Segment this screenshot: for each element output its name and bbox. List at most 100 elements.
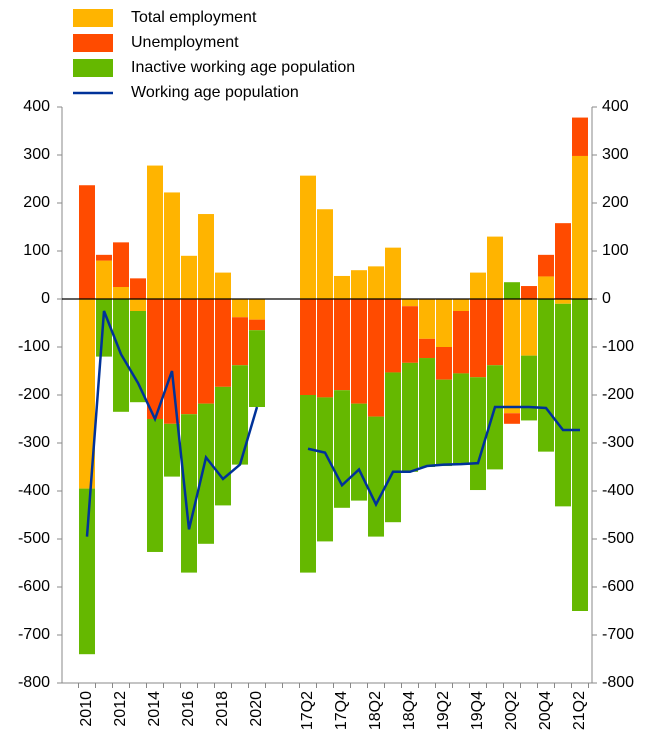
x-tick-label: 18Q2 [367, 691, 384, 730]
bar [555, 299, 571, 304]
bar [572, 155, 588, 299]
bar [130, 311, 146, 403]
x-tick-label: 2012 [112, 691, 129, 727]
y2-tick-label: -300 [602, 434, 634, 451]
y2-tick-label: -200 [602, 386, 634, 403]
bar [453, 373, 469, 465]
y2-tick-label: -800 [602, 674, 634, 691]
x-tick-label: 20Q4 [537, 691, 554, 730]
bar [130, 278, 146, 299]
y-tick-label: 300 [23, 146, 50, 163]
y-tick-label: 100 [23, 242, 50, 259]
bar [249, 299, 265, 320]
bar [300, 299, 316, 395]
x-tick-label: 18Q4 [401, 691, 418, 730]
legend-swatch [73, 9, 113, 27]
legend-label: Total employment [131, 9, 257, 26]
y-tick-label: -400 [18, 482, 50, 499]
bar [215, 299, 231, 387]
bar [402, 362, 418, 472]
y-tick-label: -700 [18, 626, 50, 643]
y-tick-label: -300 [18, 434, 50, 451]
bar [470, 377, 486, 491]
bar [572, 117, 588, 156]
x-tick-label: 21Q2 [571, 691, 588, 730]
y-tick-label: 0 [41, 290, 50, 307]
y2-tick-label: -100 [602, 338, 634, 355]
y2-tick-label: -400 [602, 482, 634, 499]
bar [402, 299, 418, 307]
bar [232, 299, 248, 318]
y-tick-label: 400 [23, 98, 50, 115]
bar [368, 299, 384, 417]
bar [300, 175, 316, 299]
y-tick-label: -500 [18, 530, 50, 547]
x-tick-label: 17Q4 [333, 691, 350, 730]
bar [164, 299, 180, 424]
bar [164, 192, 180, 299]
bar [453, 311, 469, 374]
bar [147, 165, 163, 299]
bar [79, 488, 95, 655]
bar [79, 299, 95, 489]
y-tick-label: -800 [18, 674, 50, 691]
bar [113, 287, 129, 299]
legend-swatch [73, 59, 113, 77]
bar [181, 414, 197, 573]
x-tick-label: 19Q4 [469, 691, 486, 730]
bar [385, 372, 401, 523]
bar [419, 299, 435, 339]
y2-tick-label: 100 [602, 242, 629, 259]
bar [572, 299, 588, 611]
bar [538, 276, 554, 299]
legend-label: Working age population [131, 84, 299, 101]
bar [181, 299, 197, 415]
bar [521, 355, 537, 421]
bar [385, 299, 401, 373]
bar [249, 330, 265, 407]
bar [181, 255, 197, 299]
bar [521, 299, 537, 356]
bar [470, 272, 486, 299]
bar [368, 266, 384, 299]
bar [555, 223, 571, 299]
bar [351, 299, 367, 404]
y-tick-label: -200 [18, 386, 50, 403]
bar [249, 319, 265, 331]
bar [317, 299, 333, 398]
x-tick-label: 17Q2 [299, 691, 316, 730]
y2-tick-label: -500 [602, 530, 634, 547]
bar [334, 390, 350, 508]
bar [147, 419, 163, 552]
bar [436, 347, 452, 380]
y2-tick-label: -700 [602, 626, 634, 643]
y2-tick-label: 200 [602, 194, 629, 211]
x-tick-label: 19Q2 [435, 691, 452, 730]
bar [487, 365, 503, 470]
x-tick-label: 2016 [180, 691, 197, 727]
x-tick-label: 2020 [248, 691, 265, 727]
bar [198, 299, 214, 404]
bar [198, 214, 214, 299]
bar [334, 275, 350, 299]
y2-tick-label: 0 [602, 290, 611, 307]
bar [436, 299, 452, 347]
bar [487, 236, 503, 299]
bar [368, 416, 384, 537]
bar [453, 299, 469, 311]
bar [419, 358, 435, 467]
bar [147, 299, 163, 419]
bar [436, 379, 452, 467]
bar [96, 260, 112, 299]
bar [555, 303, 571, 507]
bar [538, 299, 554, 452]
bar [232, 317, 248, 366]
bar [198, 403, 214, 544]
bar [351, 403, 367, 501]
bar [419, 338, 435, 359]
y2-tick-label: 400 [602, 98, 629, 115]
bar [79, 185, 95, 299]
bar [504, 299, 520, 414]
bar [334, 299, 350, 391]
